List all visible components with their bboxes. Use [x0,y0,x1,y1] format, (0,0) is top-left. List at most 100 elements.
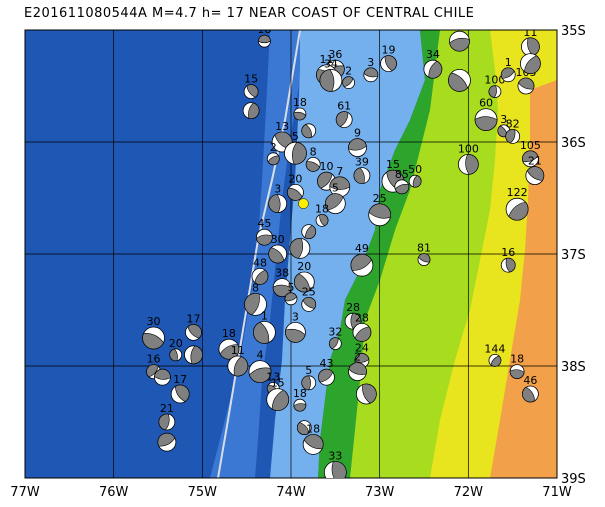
event-depth-label: 105 [520,139,541,152]
event-depth-label: 18 [293,96,307,109]
beachball-icon [448,69,471,92]
event-depth-label: 61 [337,100,351,113]
event-depth-label: 33 [328,449,342,462]
beachball-icon: 100 [458,142,479,175]
event-depth-label: 11 [319,53,333,66]
beachball-icon [242,102,260,120]
event-depth-label: 8 [310,145,317,158]
event-depth-label: 2 [354,351,361,364]
event-depth-label: 20 [288,172,302,185]
event-depth-label: 82 [506,117,520,130]
event-depth-label: 9 [354,127,361,140]
beachball-icon: 144 [484,342,505,367]
event-depth-label: 1 [261,309,268,322]
longitude-tick: 76W [99,485,129,500]
beachball-icon: 81 [417,242,431,267]
beachball-icon: 17 [185,312,202,341]
event-depth-label: 17 [186,312,200,325]
beachball-icon [184,345,203,365]
event-depth-label: 18 [510,353,524,366]
beachball-icon [301,123,317,139]
beachball-icon: 34 [423,48,443,79]
beachball-icon: 18 [293,96,307,121]
beachball-icon: 16 [146,353,161,380]
beachball-icon: 1 [252,309,276,344]
beachball-icon: 3 [285,310,306,343]
beachball-icon: 13 [266,370,280,395]
beachball-icon: 39 [353,156,371,185]
event-depth-label: 15 [244,73,258,86]
event-depth-label: 20 [297,260,311,273]
event-depth-label: 3 [367,56,374,69]
beachball-icon: 18 [257,23,271,48]
beachball-icon: 85 [394,168,410,195]
beachball-icon: 1 [500,56,516,83]
beachball-icon: 51 [449,19,470,52]
beachball-icon: 5 [324,182,346,215]
beachball-icon: 18 [218,327,240,360]
event-depth-label: 32 [328,326,342,339]
event-depth-label: 18 [315,202,329,215]
beachball-icon: 16 [500,246,516,273]
beachball-icon: 9 [348,127,367,158]
beachball-icon: 50 [408,163,422,188]
event-depth-label: 21 [160,402,174,415]
beachball-icon [355,383,377,405]
beachball-icon: 18 [302,422,324,455]
beachball-icon: 100 [484,74,505,98]
event-depth-label: 100 [484,74,505,87]
event-depth-label: 36 [328,48,342,61]
event-depth-label: 20 [169,337,183,350]
event-depth-label: 85 [395,168,409,181]
beachball-icon: 18 [293,387,307,412]
event-depth-label: 28 [346,301,360,314]
event-depth-label: 34 [426,48,440,61]
beachball-icon: 20 [169,337,183,362]
beachball-icon [296,420,312,436]
beachball-icon: 122 [505,186,529,221]
event-depth-label: 3 [274,183,281,196]
beachball-icon: 20 [293,260,315,293]
event-depth-label: 1 [505,56,512,69]
beachball-icon: 20 [287,172,304,201]
beachball-icon: 10 [317,160,336,191]
beachball-icon: 21 [525,155,545,186]
beachball-icon: 46 [522,374,539,403]
beachball-icon: 11 [521,30,540,57]
event-depth-label: 45 [257,217,271,230]
event-depth-label: 4 [256,349,263,362]
longitude-tick: 72W [454,485,484,500]
beachball-icon [289,237,311,259]
beachball-icon: 61 [335,100,353,128]
beachball-icon: 17 [170,373,190,404]
longitude-tick: 71W [542,485,572,500]
event-depth-label: 5 [288,281,295,294]
beachball-icon: 38 [272,267,292,298]
event-depth-label: 19 [382,44,396,57]
event-depth-label: 13 [275,120,289,133]
beachball-icon: 3 [497,113,511,138]
beachball-icon: 34 [319,57,343,92]
beachball-icon: 2 [348,351,367,382]
event-depth-label: 30 [147,315,161,328]
event-depth-label: 51 [452,19,466,32]
event-depth-label: 18 [257,23,271,36]
event-depth-label: 3 [500,113,507,126]
beachball-icon: 3 [268,183,288,214]
latitude-tick: 38S [561,360,586,375]
event-depth-label: 50 [408,163,422,176]
beachball-icon: 105 [520,139,541,168]
latitude-tick: 36S [561,136,586,151]
event-depth-label: 10 [319,160,333,173]
beachball-icon: 28 [352,311,372,342]
event-depth-label: 21 [528,155,542,168]
event-depth-label: 25 [373,192,387,205]
beachball-icon [154,368,171,386]
beachball-icon: 3 [363,56,379,83]
event-depth-label: 43 [319,357,333,370]
beachball-icon [157,432,177,452]
longitude-tick: 75W [188,485,218,500]
event-depth-label: 18 [306,422,320,435]
beachball-icon: 2 [266,141,280,166]
